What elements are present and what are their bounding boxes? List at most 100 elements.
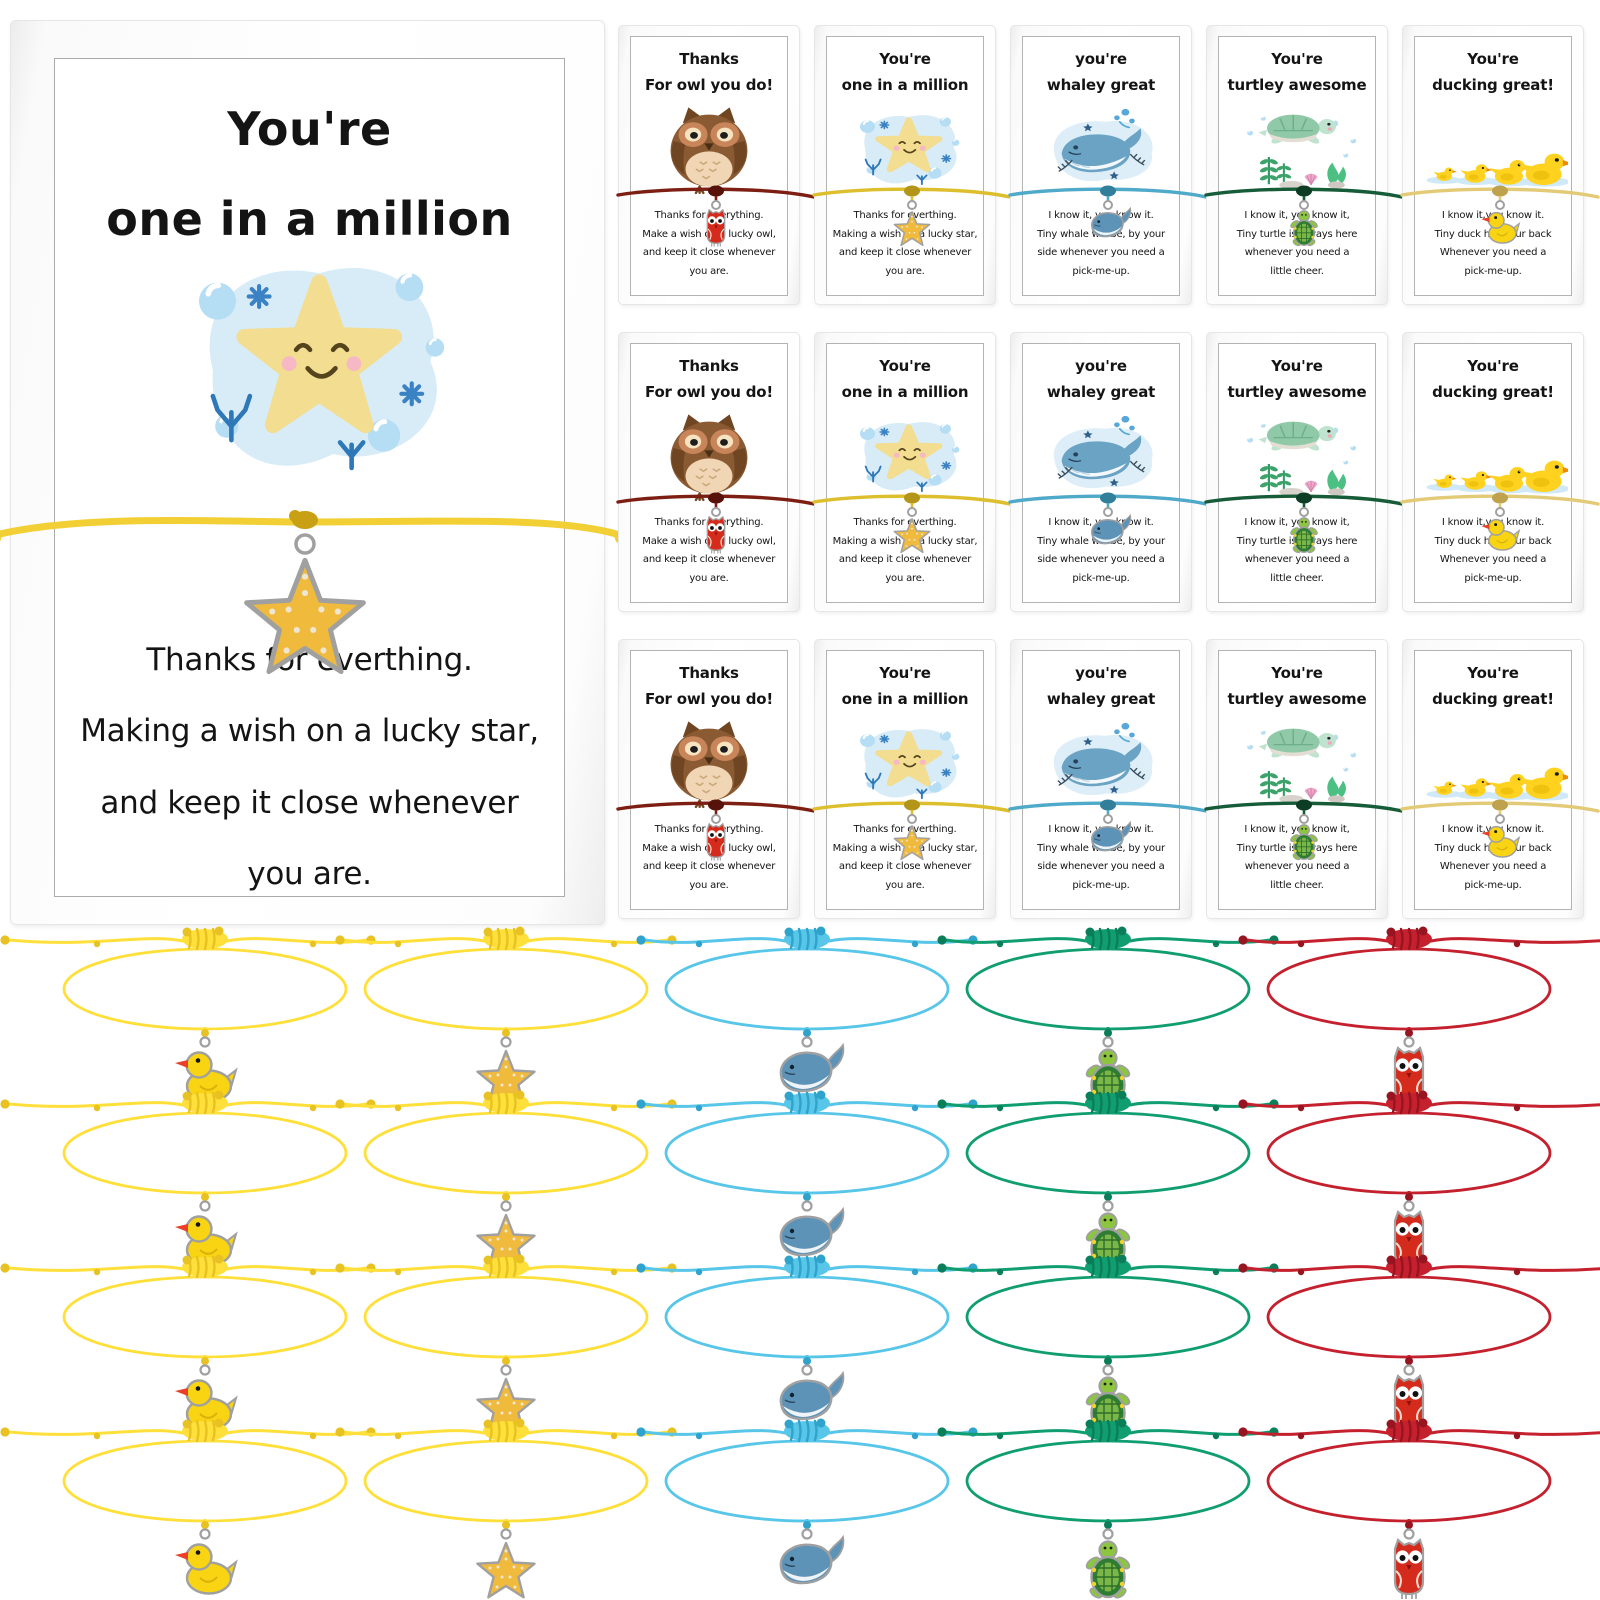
big-card-package: You're one in a million Thanks for evert… — [0, 20, 621, 925]
message-line: and keep it close whenever — [838, 247, 972, 258]
message-line: Tiny whale will be, by your — [1037, 535, 1165, 547]
mini-card-message: I know it, you know it. Tiny whale will b… — [1023, 821, 1179, 895]
message-line: pick-me-up. — [1072, 572, 1130, 584]
title-line1: Thanks — [679, 50, 739, 68]
message-line: Tiny duck has your back — [1434, 842, 1552, 854]
mini-card-title: Thanks For owl you do! — [631, 354, 787, 405]
message-line: Tiny turtle is always here — [1236, 535, 1358, 547]
turtle-illustration — [1222, 408, 1372, 508]
big-card-title-line1: You're — [227, 102, 392, 156]
message-line: Thanks for everthing. — [853, 824, 957, 835]
mini-card-message: I know it,you know it. Tiny duck has your… — [1415, 207, 1571, 281]
title-line2: For owl you do! — [645, 689, 773, 708]
bracelet-owl — [1238, 1254, 1600, 1435]
message-line: and keep it close whenever — [642, 861, 776, 872]
mini-card-title: you're whaley great — [1023, 354, 1179, 405]
message-line: Thanks for everything. — [654, 517, 764, 528]
mini-card-package-starfish: You're one in a million Thanks for eve — [812, 25, 1012, 305]
mini-card-duck: You're ducking great! — [1400, 650, 1600, 910]
message-line: you are. — [885, 879, 925, 891]
mini-card-message: I know it, you know it. Tiny whale will b… — [1023, 514, 1179, 588]
bracelet-starfish — [335, 926, 677, 1107]
mini-card-title: You're one in a million — [827, 354, 983, 405]
message-line: whenever you need a — [1244, 247, 1350, 258]
title-line1: You're — [1467, 50, 1519, 68]
message-line: I know it,you know it. — [1441, 824, 1545, 835]
title-line2: whaley great — [1046, 75, 1156, 94]
message-line: I know it, you know it. — [1048, 517, 1154, 528]
title-line1: You're — [1467, 664, 1519, 682]
bracelet-grid — [0, 926, 1600, 1599]
title-line2: For owl you do! — [645, 75, 773, 94]
title-line2: turtley awesome — [1227, 382, 1367, 401]
message-line: Making a wish on a lucky star, — [80, 713, 539, 750]
bracelet-whale — [636, 926, 978, 1093]
message-line: Making a wish on a lucky star, — [832, 535, 978, 547]
mini-card-message: I know it, you know it, Tiny turtle is al… — [1219, 207, 1375, 281]
mini-card-package-turtle: You're turtley awesome — [1204, 25, 1404, 305]
bracelet-starfish — [335, 1418, 677, 1599]
message-line: and keep it close whenever — [642, 247, 776, 258]
duck-illustration — [1418, 408, 1573, 508]
message-line: you are. — [885, 572, 925, 584]
bracelet-owl — [1238, 926, 1600, 1107]
title-line1: You're — [1271, 664, 1323, 682]
message-line: Make a wish on a lucky owl, — [642, 535, 776, 547]
owl-illustration — [634, 101, 784, 201]
message-line: Thanks for everything. — [654, 210, 764, 221]
message-line: pick-me-up. — [1072, 879, 1130, 891]
owl-charm — [1393, 1210, 1425, 1271]
title-line2: ducking great! — [1432, 75, 1554, 94]
mini-card-package-starfish: You're one in a million Thanks for eve — [812, 639, 1012, 919]
message-line: Tiny duck has your back — [1434, 228, 1552, 240]
duck-charm — [175, 1543, 238, 1595]
message-line: Tiny duck has your back — [1434, 535, 1552, 547]
mini-card-title: You're ducking great! — [1415, 47, 1571, 98]
mini-card-message: Thanks for everthing. Making a wish on a … — [827, 821, 983, 895]
mini-card-message: Thanks for everthing. Making a wish on a … — [827, 514, 983, 588]
title-line1: You're — [1271, 50, 1323, 68]
title-line2: whaley great — [1046, 689, 1156, 708]
bracelet-starfish — [335, 1090, 677, 1271]
message-line: and keep it close whenever — [642, 554, 776, 565]
mini-card-package-owl: Thanks For owl you do! T — [616, 639, 816, 919]
message-line: Thanks for everthing. — [853, 210, 957, 221]
title-line2: one in a million — [841, 689, 969, 708]
whale-charm — [779, 1534, 845, 1585]
mini-card-turtle: You're turtley awesome — [1204, 650, 1404, 910]
bracelet-whale — [636, 1090, 978, 1257]
message-line: you are. — [689, 572, 729, 584]
mini-card-grid: Thanks For owl you do! T — [616, 25, 1600, 920]
mini-card-package-whale: you're whaley great — [1008, 639, 1208, 919]
title-line2: For owl you do! — [645, 382, 773, 401]
message-line: Thanks for everything. — [654, 824, 764, 835]
message-line: Tiny whale will be, by your — [1037, 228, 1165, 240]
mini-card-whale: you're whaley great — [1008, 343, 1208, 603]
title-line1: Thanks — [679, 357, 739, 375]
mini-card-title: You're ducking great! — [1415, 354, 1571, 405]
mini-card-title: Thanks For owl you do! — [631, 661, 787, 712]
title-line1: You're — [879, 664, 931, 682]
starfish-illustration — [830, 101, 980, 201]
whale-illustration — [1026, 408, 1176, 508]
message-line: Making a wish on a lucky star, — [832, 228, 978, 240]
mini-card-title: You're turtley awesome — [1219, 354, 1375, 405]
bracelet-whale — [636, 1418, 978, 1585]
duck-illustration — [1418, 715, 1573, 815]
message-line: I know it, you know it. — [1048, 824, 1154, 835]
mini-card-package-turtle: You're turtley awesome — [1204, 639, 1404, 919]
message-line: little cheer. — [1270, 572, 1324, 584]
message-line: I know it, you know it, — [1244, 517, 1350, 528]
mini-card-message: I know it, you know it, Tiny turtle is al… — [1219, 514, 1375, 588]
message-line: pick-me-up. — [1072, 265, 1130, 277]
mini-card-title: You're one in a million — [827, 47, 983, 98]
mini-card-message: Thanks for everything. Make a wish on a l… — [631, 821, 787, 895]
bracelet-duck — [0, 1254, 376, 1431]
bracelet-duck — [0, 1418, 376, 1595]
mini-card-package-duck: You're ducking great! — [1400, 332, 1600, 612]
title-line1: You're — [879, 50, 931, 68]
mini-card-title: you're whaley great — [1023, 47, 1179, 98]
message-line: pick-me-up. — [1464, 572, 1522, 584]
mini-card-package-duck: You're ducking great! — [1400, 25, 1600, 305]
